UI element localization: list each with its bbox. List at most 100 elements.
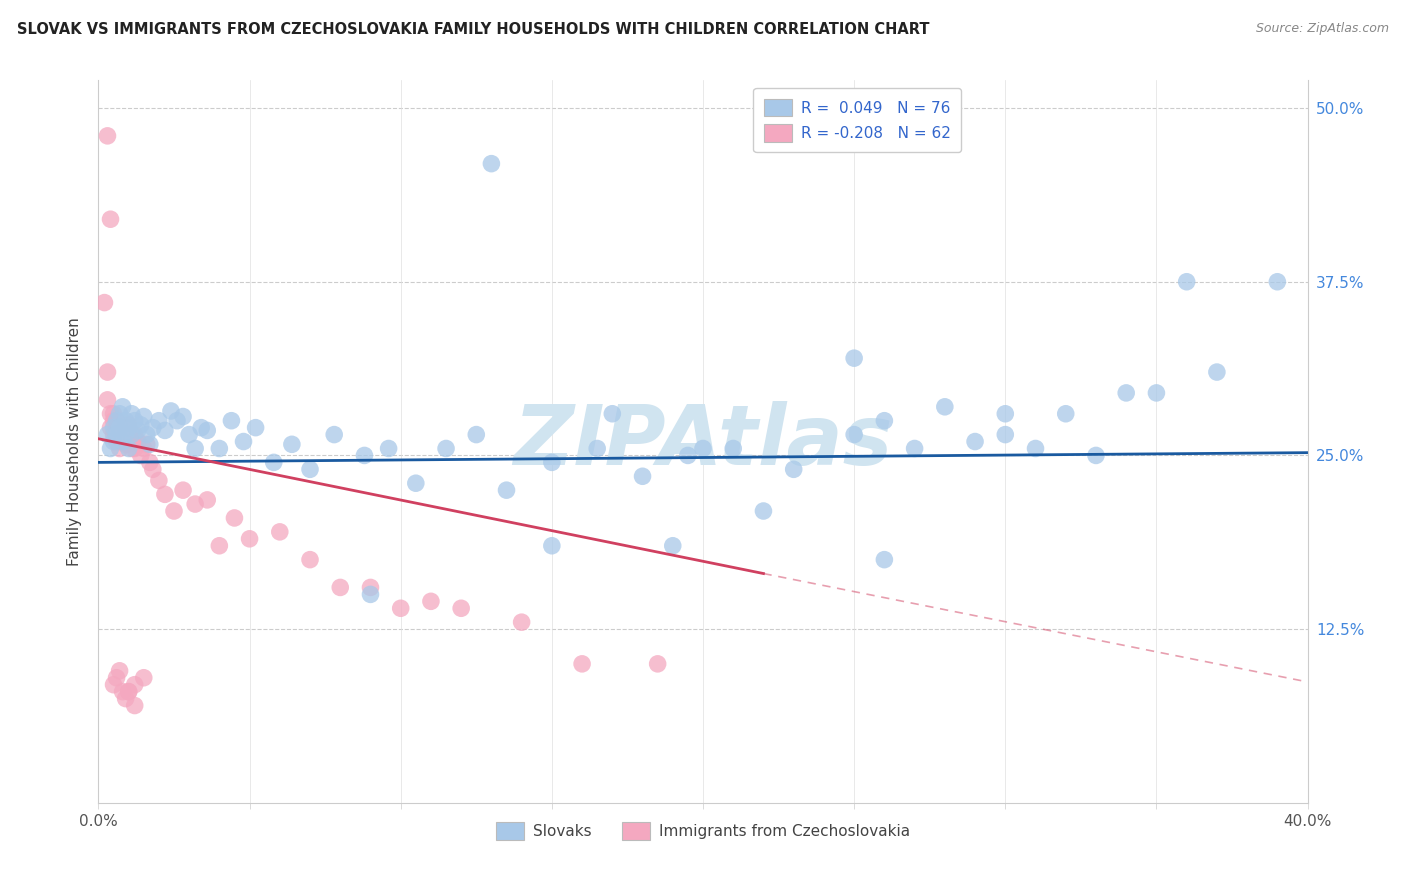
Point xyxy=(111,417,134,432)
Point xyxy=(179,427,201,442)
Point xyxy=(135,427,157,442)
Point xyxy=(105,671,128,685)
Point xyxy=(103,678,125,692)
Point xyxy=(184,442,207,456)
Text: SLOVAK VS IMMIGRANTS FROM CZECHOSLOVAKIA FAMILY HOUSEHOLDS WITH CHILDREN CORRELA: SLOVAK VS IMMIGRANTS FROM CZECHOSLOVAKIA… xyxy=(17,22,929,37)
Point xyxy=(481,156,503,170)
Point xyxy=(121,427,143,442)
Point xyxy=(263,455,285,469)
Point xyxy=(105,434,128,449)
Point xyxy=(103,434,125,449)
Point xyxy=(389,601,412,615)
Point xyxy=(114,414,136,428)
Point xyxy=(844,427,866,442)
Point xyxy=(129,417,152,432)
Point xyxy=(232,434,254,449)
Point xyxy=(360,581,382,595)
Point xyxy=(103,414,125,428)
Point xyxy=(148,414,170,428)
Point xyxy=(108,442,131,456)
Point xyxy=(299,462,322,476)
Text: ZIPAtlas: ZIPAtlas xyxy=(513,401,893,482)
Point xyxy=(184,497,207,511)
Point xyxy=(105,427,128,442)
Point xyxy=(142,420,165,434)
Point xyxy=(100,420,122,434)
Point xyxy=(139,455,162,469)
Point xyxy=(1175,275,1198,289)
Point xyxy=(269,524,291,539)
Point xyxy=(105,414,128,428)
Point xyxy=(405,476,427,491)
Point xyxy=(124,698,146,713)
Point xyxy=(124,678,146,692)
Point xyxy=(121,432,143,446)
Point xyxy=(163,504,186,518)
Point xyxy=(96,128,118,143)
Point xyxy=(661,539,683,553)
Point xyxy=(783,462,806,476)
Point xyxy=(873,414,896,428)
Point xyxy=(994,427,1017,442)
Point xyxy=(495,483,517,498)
Point xyxy=(329,581,352,595)
Point xyxy=(281,437,304,451)
Point xyxy=(96,392,118,407)
Point xyxy=(377,442,399,456)
Point xyxy=(844,351,866,366)
Point xyxy=(139,437,162,451)
Point xyxy=(100,407,122,421)
Point xyxy=(118,684,141,698)
Point xyxy=(129,449,152,463)
Point xyxy=(245,420,267,434)
Point xyxy=(108,407,131,421)
Point xyxy=(965,434,987,449)
Point xyxy=(103,420,125,434)
Point xyxy=(132,409,155,424)
Point xyxy=(93,295,115,310)
Point xyxy=(142,462,165,476)
Point xyxy=(166,414,188,428)
Point xyxy=(934,400,956,414)
Point xyxy=(510,615,533,630)
Point xyxy=(221,414,243,428)
Point xyxy=(127,424,149,438)
Point xyxy=(239,532,262,546)
Point xyxy=(105,414,128,428)
Point xyxy=(148,474,170,488)
Point xyxy=(1144,385,1167,400)
Point xyxy=(114,691,136,706)
Point xyxy=(105,420,128,434)
Point xyxy=(132,442,155,456)
Point xyxy=(118,684,141,698)
Point xyxy=(118,417,141,432)
Point xyxy=(108,664,131,678)
Point xyxy=(103,407,125,421)
Point xyxy=(190,420,212,434)
Point xyxy=(96,427,118,442)
Y-axis label: Family Households with Children: Family Households with Children xyxy=(67,318,83,566)
Point xyxy=(540,539,562,553)
Point xyxy=(1115,385,1137,400)
Legend: Slovaks, Immigrants from Czechoslovakia: Slovaks, Immigrants from Czechoslovakia xyxy=(491,816,915,846)
Point xyxy=(132,671,155,685)
Point xyxy=(127,434,149,449)
Point xyxy=(586,442,609,456)
Point xyxy=(602,407,624,421)
Point xyxy=(118,442,141,456)
Point xyxy=(103,427,125,442)
Point xyxy=(111,400,134,414)
Point xyxy=(1024,442,1046,456)
Point xyxy=(124,442,146,456)
Point xyxy=(571,657,593,671)
Text: Source: ZipAtlas.com: Source: ZipAtlas.com xyxy=(1256,22,1389,36)
Point xyxy=(647,657,669,671)
Point xyxy=(360,587,382,601)
Point xyxy=(135,437,157,451)
Point xyxy=(172,483,194,498)
Point xyxy=(114,427,136,442)
Point xyxy=(873,552,896,566)
Point xyxy=(172,409,194,424)
Point xyxy=(631,469,654,483)
Point xyxy=(1267,275,1289,289)
